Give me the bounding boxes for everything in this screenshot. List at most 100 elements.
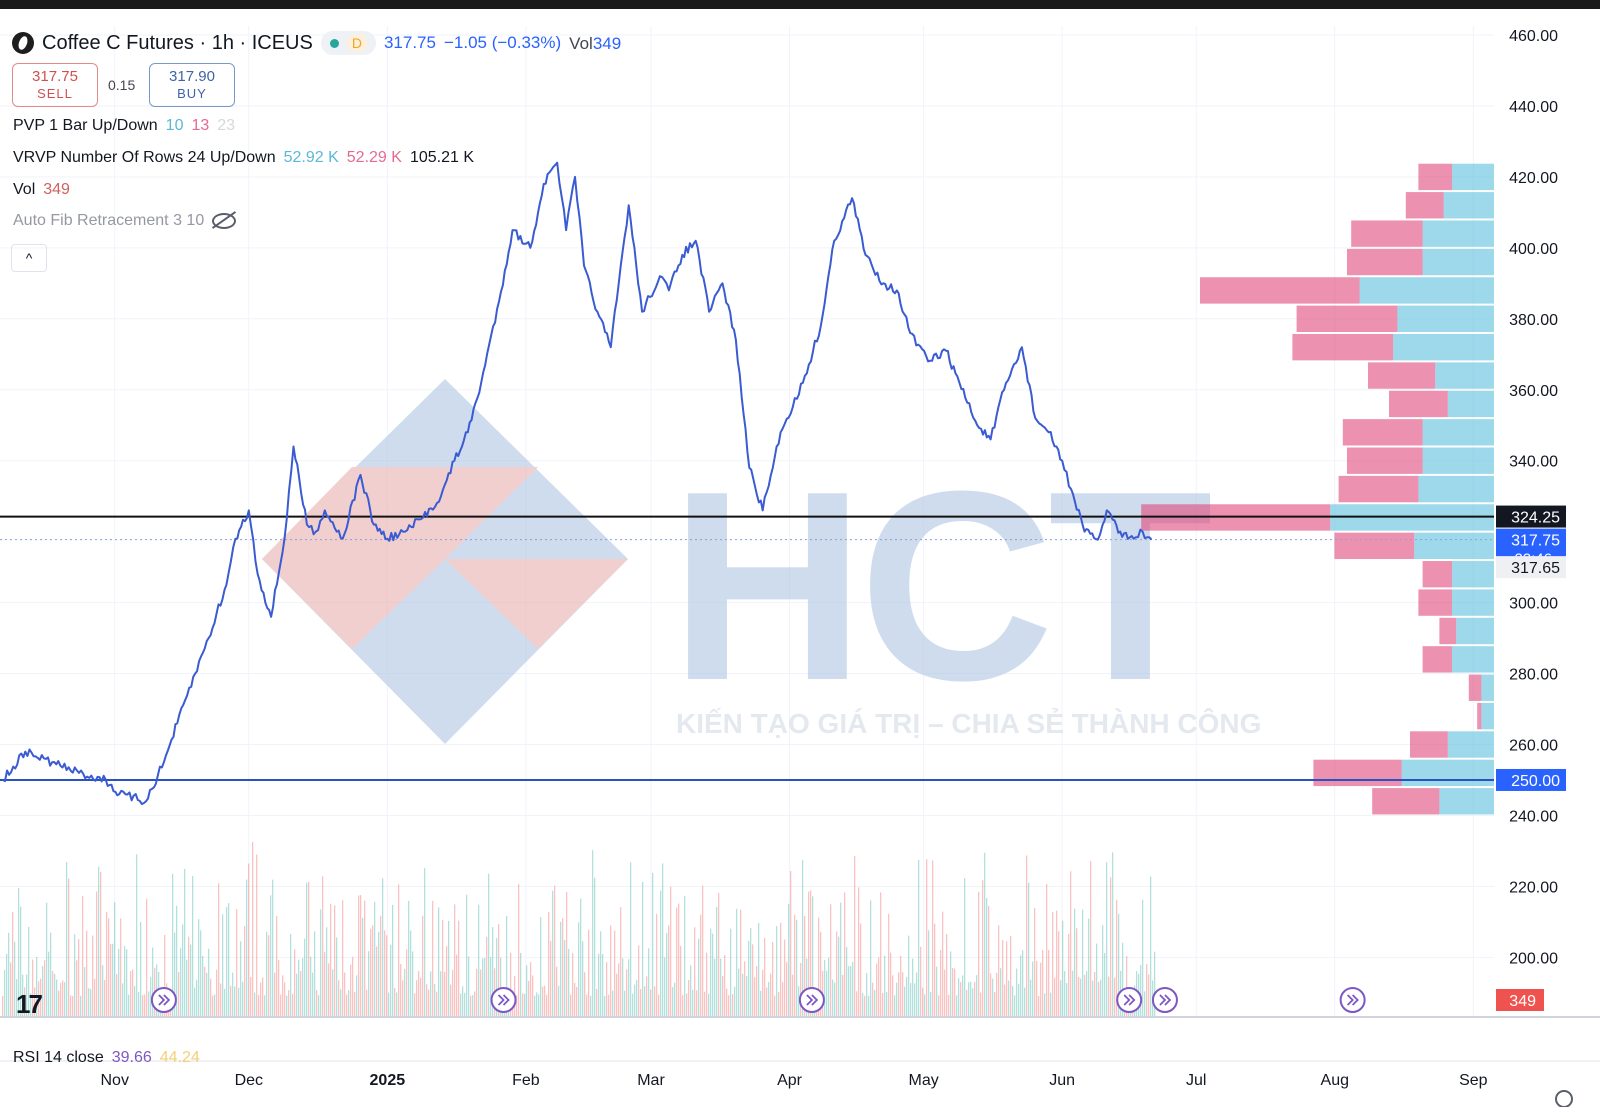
volume-bar (774, 995, 776, 1016)
volume-bar (1096, 943, 1098, 1016)
vrvp-down-value: 52.29 K (346, 149, 402, 166)
volume-bar (804, 915, 806, 1016)
vol-value: 349 (592, 33, 622, 53)
volume-bar (316, 990, 318, 1016)
volume-bar (614, 930, 616, 1016)
volume-bar (1064, 971, 1066, 1016)
volume-bar (184, 868, 186, 1016)
volume-bar (628, 959, 630, 1016)
volume-bar (740, 909, 742, 1016)
volume-bar (498, 924, 500, 1016)
sell-button[interactable]: 317.75 SELL (12, 63, 98, 107)
volume-bar (1086, 971, 1088, 1016)
volume-bar (642, 881, 644, 1016)
volume-profile-down-bar (1296, 305, 1398, 332)
volume-bar (338, 980, 340, 1016)
volume-bar (616, 973, 618, 1016)
volume-bar (920, 946, 922, 1016)
volume-bar (578, 922, 580, 1016)
volume-bar (570, 994, 572, 1016)
volume-bar (984, 852, 986, 1016)
volume-bar (1048, 949, 1050, 1016)
indicator-vrvp[interactable]: VRVP Number Of Rows 24 Up/Down 52.92 K 52.… (13, 149, 474, 167)
buy-price: 317.90 (169, 68, 215, 85)
volume-bar (388, 992, 390, 1016)
volume-bar (564, 939, 566, 1016)
pvp-down-value: 13 (191, 117, 210, 134)
symbol-title[interactable]: Coffee C Futures · 1h · ICEUS (42, 31, 313, 54)
market-status-pill[interactable]: D (320, 31, 376, 55)
price-axis-tick-label: 220.00 (1509, 879, 1558, 896)
indicator-fib[interactable]: Auto Fib Retracement 3 10 (13, 212, 237, 230)
volume-bar (328, 963, 330, 1016)
volume-bar (954, 968, 956, 1016)
volume-bar (304, 938, 306, 1016)
chart-header: Coffee C Futures · 1h · ICEUS D 317.75 −… (12, 29, 621, 57)
volume-bar (282, 975, 284, 1016)
volume-bar (1116, 899, 1118, 1016)
volume-bar (430, 971, 432, 1016)
volume-bar (422, 915, 424, 1016)
volume-bar (70, 995, 72, 1016)
volume-bar (470, 995, 472, 1016)
volume-bar (936, 966, 938, 1016)
time-axis-tick-label: Apr (777, 1072, 803, 1089)
volume-bar (466, 894, 468, 1016)
volume-bar (686, 993, 688, 1016)
rsi-legend[interactable]: RSI 14 close 39.66 44.24 (13, 1049, 200, 1067)
volume-bar (1008, 980, 1010, 1016)
settings-gear-icon[interactable] (1555, 1090, 1573, 1107)
volume-bar (580, 898, 582, 1016)
volume-bar (464, 992, 466, 1016)
volume-bar (666, 933, 668, 1016)
volume-bar (1092, 980, 1094, 1016)
volume-bar (428, 989, 430, 1016)
volume-bar (1070, 871, 1072, 1016)
volume-bar (22, 974, 24, 1016)
volume-bar (948, 994, 950, 1016)
indicator-pvp[interactable]: PVP 1 Bar Up/Down 10 13 23 (13, 117, 235, 135)
volume-bar (658, 994, 660, 1016)
volume-bar (770, 973, 772, 1016)
volume-bar (74, 934, 76, 1016)
volume-profile-down-bar (1292, 333, 1394, 361)
volume-bar (1068, 933, 1070, 1016)
price-axis-tick-label: 260.00 (1509, 738, 1558, 755)
volume-bar (850, 966, 852, 1016)
volume-bar (332, 969, 334, 1016)
volume-bar (528, 980, 530, 1016)
volume-bar (252, 842, 254, 1016)
volume-bar (484, 957, 486, 1016)
volume-bar (974, 981, 976, 1016)
volume-bar (560, 921, 562, 1016)
volume-bar (1006, 941, 1008, 1016)
volume-profile-down-bar (1477, 702, 1482, 730)
volume-bar (90, 989, 92, 1016)
volume-bar (914, 983, 916, 1016)
volume-bar (756, 966, 758, 1016)
volume-bar (520, 952, 522, 1016)
volume-bar (1036, 960, 1038, 1016)
buy-button[interactable]: 317.90 BUY (149, 63, 235, 107)
collapse-legend-button[interactable]: ^ (11, 244, 47, 272)
price-axis-tick-label: 240.00 (1509, 808, 1558, 825)
volume-profile-down-bar (1422, 561, 1452, 588)
volume-bar (100, 871, 102, 1016)
volume-profile-up-bar (1422, 248, 1494, 276)
volume-bar (696, 990, 698, 1016)
volume-bar (892, 975, 894, 1016)
volume-bar (374, 901, 376, 1016)
volume-profile-down-bar (1422, 646, 1452, 673)
volume-bar (1016, 968, 1018, 1016)
volume-profile-down-bar (1334, 532, 1415, 560)
time-axis-tick-label: Jul (1186, 1072, 1206, 1089)
event-marker-arrow-icon (1123, 994, 1136, 1006)
volume-bar (824, 959, 826, 1016)
volume-bar (684, 896, 686, 1016)
eye-hidden-icon[interactable] (212, 212, 237, 229)
volume-bar (888, 913, 890, 1016)
indicator-vol[interactable]: Vol 349 (13, 181, 70, 199)
volume-bar (566, 891, 568, 1016)
